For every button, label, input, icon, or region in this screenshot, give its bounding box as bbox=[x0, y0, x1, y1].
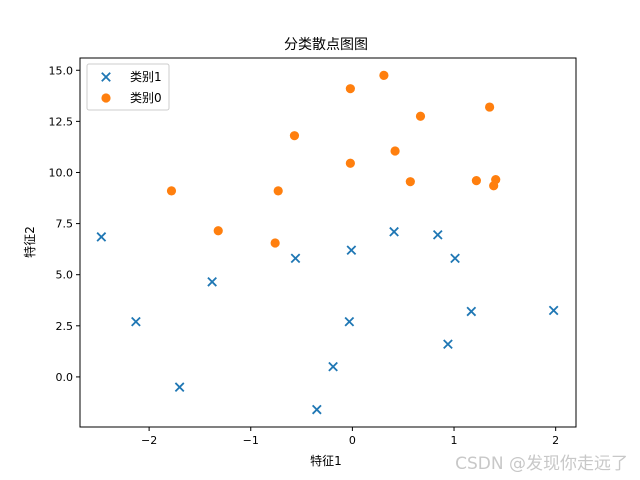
x-tick-label: 0 bbox=[349, 434, 356, 447]
y-tick-label: 12.5 bbox=[49, 115, 74, 128]
watermark: CSDN @发现你走远了 bbox=[455, 454, 628, 474]
y-tick-label: 7.5 bbox=[56, 218, 74, 231]
circle-marker-point bbox=[485, 102, 495, 112]
x-marker-point bbox=[450, 253, 460, 264]
legend-label-1: 类别1 bbox=[130, 70, 162, 84]
x-marker-point bbox=[311, 404, 322, 415]
legend: 类别1 类别0 bbox=[86, 63, 170, 111]
circle-marker-point bbox=[289, 131, 300, 141]
x-tick-label: 1 bbox=[451, 434, 458, 447]
circle-marker-point bbox=[471, 176, 481, 186]
series-2 bbox=[166, 70, 501, 248]
x-marker-point bbox=[548, 305, 559, 316]
x-marker-point bbox=[96, 232, 107, 242]
y-tick-label: 10.0 bbox=[49, 166, 74, 179]
y-tick-label: 2.5 bbox=[56, 320, 74, 333]
x-tick-label: 2 bbox=[552, 434, 559, 447]
legend-label-2: 类别0 bbox=[130, 91, 162, 105]
legend-marker-1 bbox=[101, 72, 111, 82]
circle-marker-point bbox=[491, 175, 501, 185]
y-tick-label: 15.0 bbox=[49, 64, 74, 77]
y-tick-label: 0.0 bbox=[56, 371, 74, 384]
circle-marker-point bbox=[166, 186, 177, 196]
x-tick-label: −2 bbox=[141, 434, 157, 447]
plot-frame bbox=[79, 57, 577, 428]
x-marker-point bbox=[207, 277, 217, 287]
legend-marker-2 bbox=[101, 93, 111, 103]
plot-area bbox=[79, 57, 577, 428]
axis-ticks: −2 −1 0 1 2 0.0 2.5 5.0 7.5 10.0 12.5 15.0 bbox=[49, 64, 560, 447]
circle-marker-point bbox=[415, 111, 426, 121]
x-marker-point bbox=[432, 229, 443, 240]
x-marker-point bbox=[389, 226, 399, 237]
y-tick-label: 5.0 bbox=[56, 269, 74, 282]
x-marker-point bbox=[344, 316, 355, 327]
x-marker-point bbox=[174, 382, 185, 392]
x-axis-label: 特征1 bbox=[310, 453, 342, 468]
circle-marker-point bbox=[273, 186, 283, 196]
circle-marker-point bbox=[390, 146, 400, 156]
data-points bbox=[96, 70, 559, 415]
x-marker-point bbox=[346, 245, 357, 256]
x-tick-label: −1 bbox=[243, 434, 259, 447]
circle-marker-point bbox=[345, 84, 355, 94]
circle-marker-point bbox=[345, 158, 355, 168]
y-axis-label: 特征2 bbox=[22, 226, 37, 258]
circle-marker-point bbox=[213, 226, 223, 236]
x-marker-point bbox=[328, 361, 338, 372]
circle-marker-point bbox=[405, 177, 415, 187]
circle-marker-point bbox=[270, 238, 280, 248]
circle-marker-point bbox=[379, 70, 389, 80]
x-marker-point bbox=[466, 306, 477, 317]
x-marker-point bbox=[131, 316, 141, 327]
x-marker-point bbox=[443, 339, 453, 350]
series-1 bbox=[96, 226, 559, 415]
chart-title: 分类散点图图 bbox=[284, 37, 368, 53]
x-marker-point bbox=[290, 253, 301, 264]
